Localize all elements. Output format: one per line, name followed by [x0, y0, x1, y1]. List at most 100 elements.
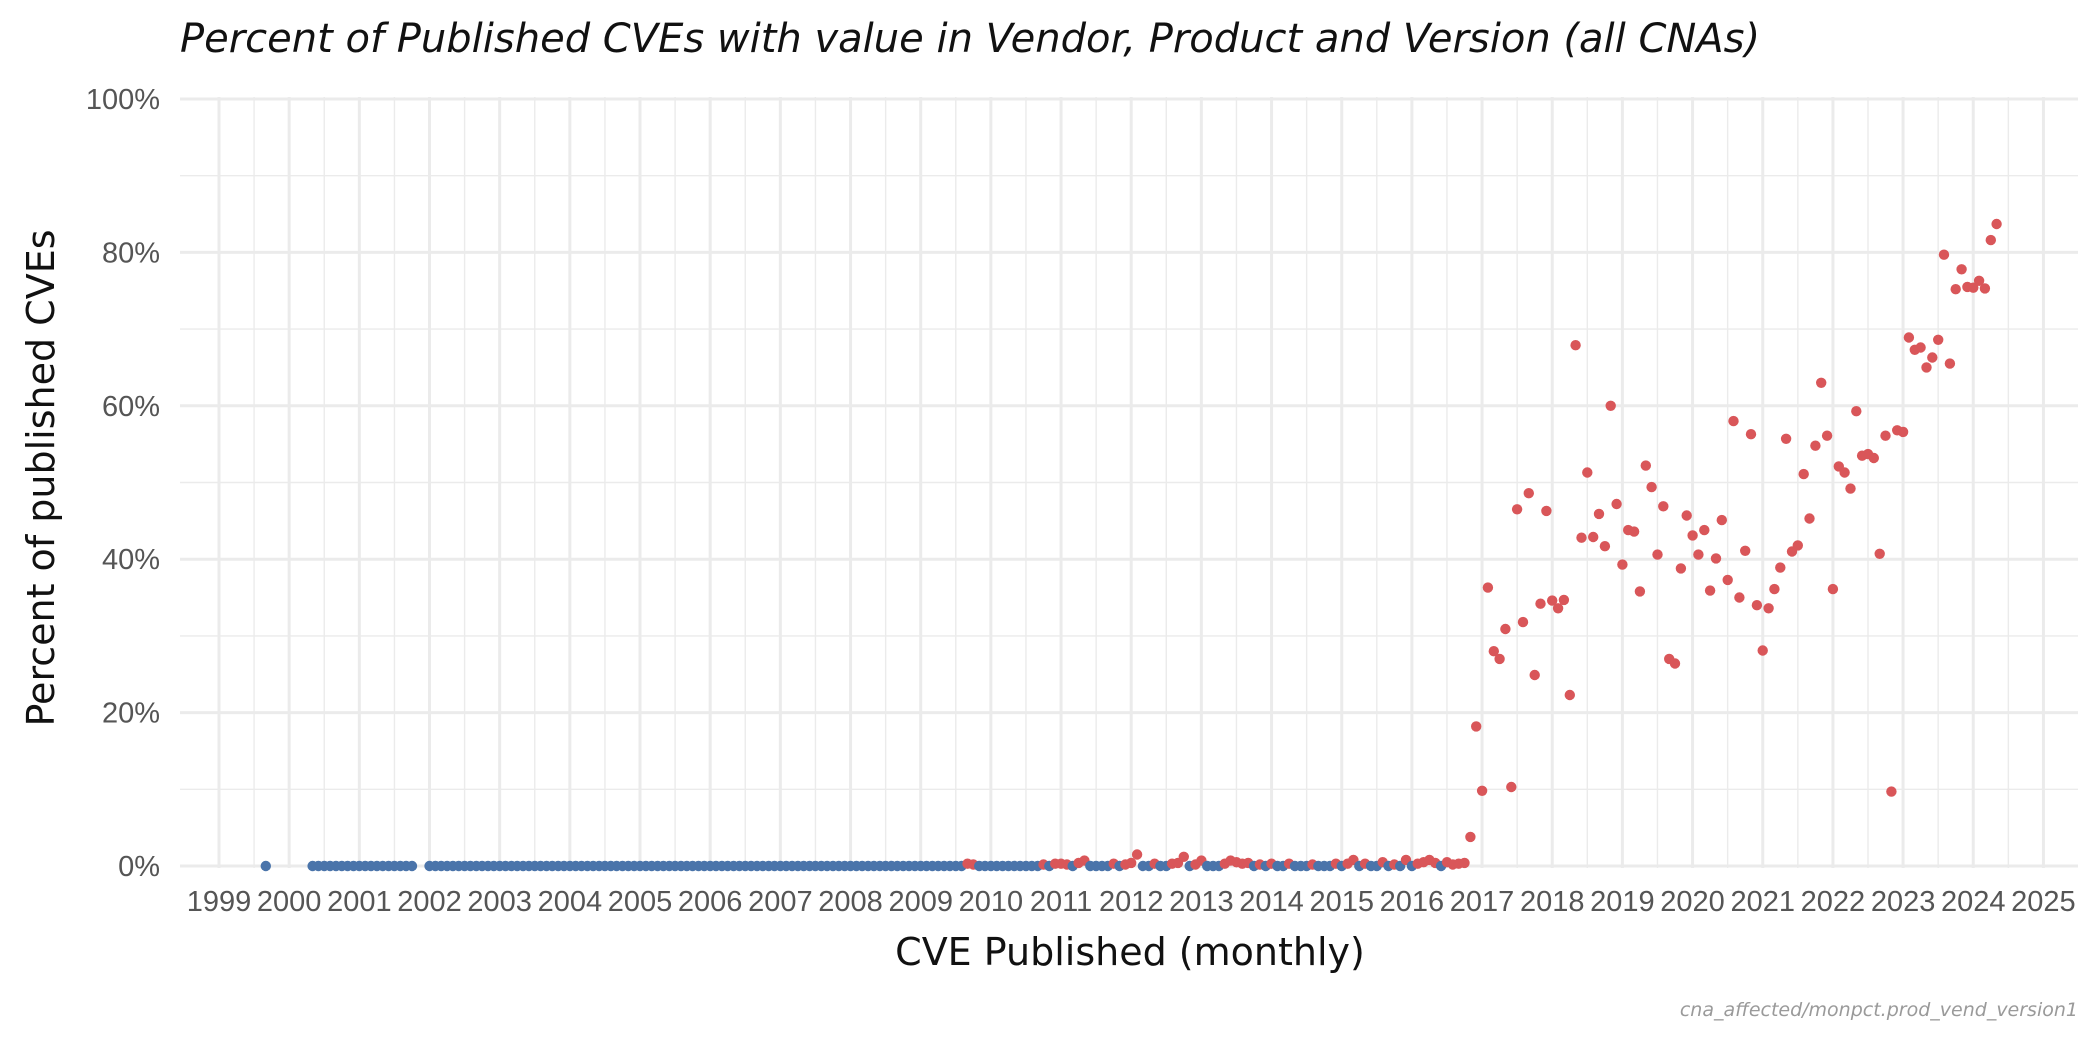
- data-point: [1471, 721, 1482, 732]
- data-point: [1804, 513, 1815, 524]
- x-tick-label: 2001: [327, 886, 392, 918]
- data-point: [1968, 282, 1979, 293]
- data-point: [1541, 505, 1552, 517]
- data-point: [1757, 645, 1768, 656]
- data-point: [1482, 582, 1494, 593]
- data-point: [1944, 358, 1956, 369]
- data-point: [1517, 616, 1529, 628]
- data-point: [1681, 510, 1692, 521]
- data-point: [1693, 549, 1704, 560]
- data-point: [1921, 362, 1932, 373]
- x-tick-label: 2012: [1099, 886, 1164, 918]
- x-tick-label: 1999: [187, 886, 252, 918]
- data-points: [260, 218, 2002, 872]
- x-tick-label: 2021: [1730, 886, 1795, 918]
- data-point: [1816, 377, 1827, 388]
- data-point: [1646, 481, 1657, 493]
- data-point: [1593, 508, 1605, 520]
- y-tick-label: 80%: [102, 237, 160, 269]
- data-point: [1973, 275, 1985, 286]
- data-point: [1880, 430, 1891, 441]
- data-point: [1845, 483, 1856, 494]
- x-axis-ticks: 1999 2000 2001 2002 2003 2004 2005 2006 2007 2008…: [187, 886, 2076, 918]
- y-tick-label: 20%: [102, 698, 160, 730]
- x-axis-title: CVE Published (monthly): [895, 930, 1365, 974]
- data-point: [406, 860, 418, 872]
- data-point: [1874, 548, 1885, 559]
- data-point: [1511, 504, 1523, 515]
- x-tick-label: 2002: [397, 886, 462, 918]
- data-point: [1582, 467, 1593, 478]
- data-point: [1827, 583, 1839, 595]
- x-tick-label: 2023: [1871, 886, 1936, 918]
- data-point: [1506, 781, 1517, 793]
- data-point: [1605, 400, 1616, 411]
- data-point: [1792, 540, 1804, 551]
- data-point: [1588, 531, 1599, 543]
- data-point: [1178, 851, 1190, 862]
- data-point: [1927, 352, 1938, 363]
- data-point: [1950, 284, 1961, 295]
- data-point: [1488, 646, 1500, 657]
- x-tick-label: 2010: [959, 886, 1024, 918]
- x-tick-label: 2019: [1590, 886, 1655, 918]
- x-tick-label: 2022: [1801, 886, 1866, 918]
- x-tick-label: 2024: [1941, 886, 2006, 918]
- data-point: [1617, 559, 1628, 570]
- data-point: [1459, 857, 1470, 869]
- data-point: [1494, 653, 1505, 665]
- y-tick-label: 60%: [102, 391, 160, 423]
- data-point: [1523, 488, 1535, 499]
- x-tick-label: 2025: [2011, 886, 2076, 918]
- data-point: [1956, 264, 1967, 275]
- data-point: [1669, 658, 1681, 669]
- data-point: [1704, 585, 1716, 596]
- grid-lines: [180, 97, 2078, 868]
- data-point: [1570, 340, 1581, 351]
- data-point: [1821, 430, 1833, 441]
- data-point: [1658, 501, 1669, 512]
- x-tick-label: 2016: [1380, 886, 1445, 918]
- data-point: [260, 860, 271, 872]
- data-point: [1699, 524, 1710, 536]
- data-point: [1558, 594, 1570, 606]
- data-point: [1576, 532, 1587, 543]
- data-point: [1897, 426, 1909, 438]
- y-tick-label: 100%: [86, 84, 160, 116]
- data-point: [1599, 541, 1611, 552]
- x-tick-label: 2011: [1030, 886, 1092, 918]
- x-tick-label: 2004: [538, 886, 603, 918]
- y-axis-ticks: 0% 20% 40% 60% 80% 100%: [86, 84, 160, 883]
- data-point: [1716, 514, 1728, 526]
- x-tick-label: 2018: [1520, 886, 1585, 918]
- x-tick-label: 2014: [1239, 886, 1304, 918]
- x-tick-label: 2013: [1169, 886, 1234, 918]
- data-point: [1985, 234, 1997, 246]
- data-point: [1868, 452, 1880, 464]
- data-point: [1722, 574, 1733, 586]
- x-tick-label: 2017: [1450, 886, 1515, 918]
- data-point: [1769, 583, 1780, 595]
- data-point: [1780, 433, 1792, 444]
- data-point: [1751, 600, 1763, 611]
- data-point: [1991, 218, 2002, 230]
- data-point: [1126, 857, 1137, 869]
- x-tick-label: 2006: [678, 886, 743, 918]
- x-tick-label: 2020: [1660, 886, 1725, 918]
- y-tick-label: 0%: [118, 851, 160, 883]
- data-point: [1535, 598, 1546, 609]
- y-tick-label: 40%: [102, 544, 160, 576]
- x-tick-label: 2009: [888, 886, 953, 918]
- x-tick-label: 2003: [467, 886, 532, 918]
- data-point: [1634, 586, 1646, 597]
- data-point: [1915, 342, 1926, 353]
- x-tick-label: 2000: [257, 886, 322, 918]
- data-point: [1851, 406, 1862, 417]
- data-point: [1798, 468, 1809, 480]
- data-point: [1979, 283, 1991, 294]
- data-point: [1903, 332, 1915, 343]
- data-point: [1675, 563, 1687, 574]
- data-point: [1476, 785, 1488, 796]
- x-tick-label: 2008: [818, 886, 883, 918]
